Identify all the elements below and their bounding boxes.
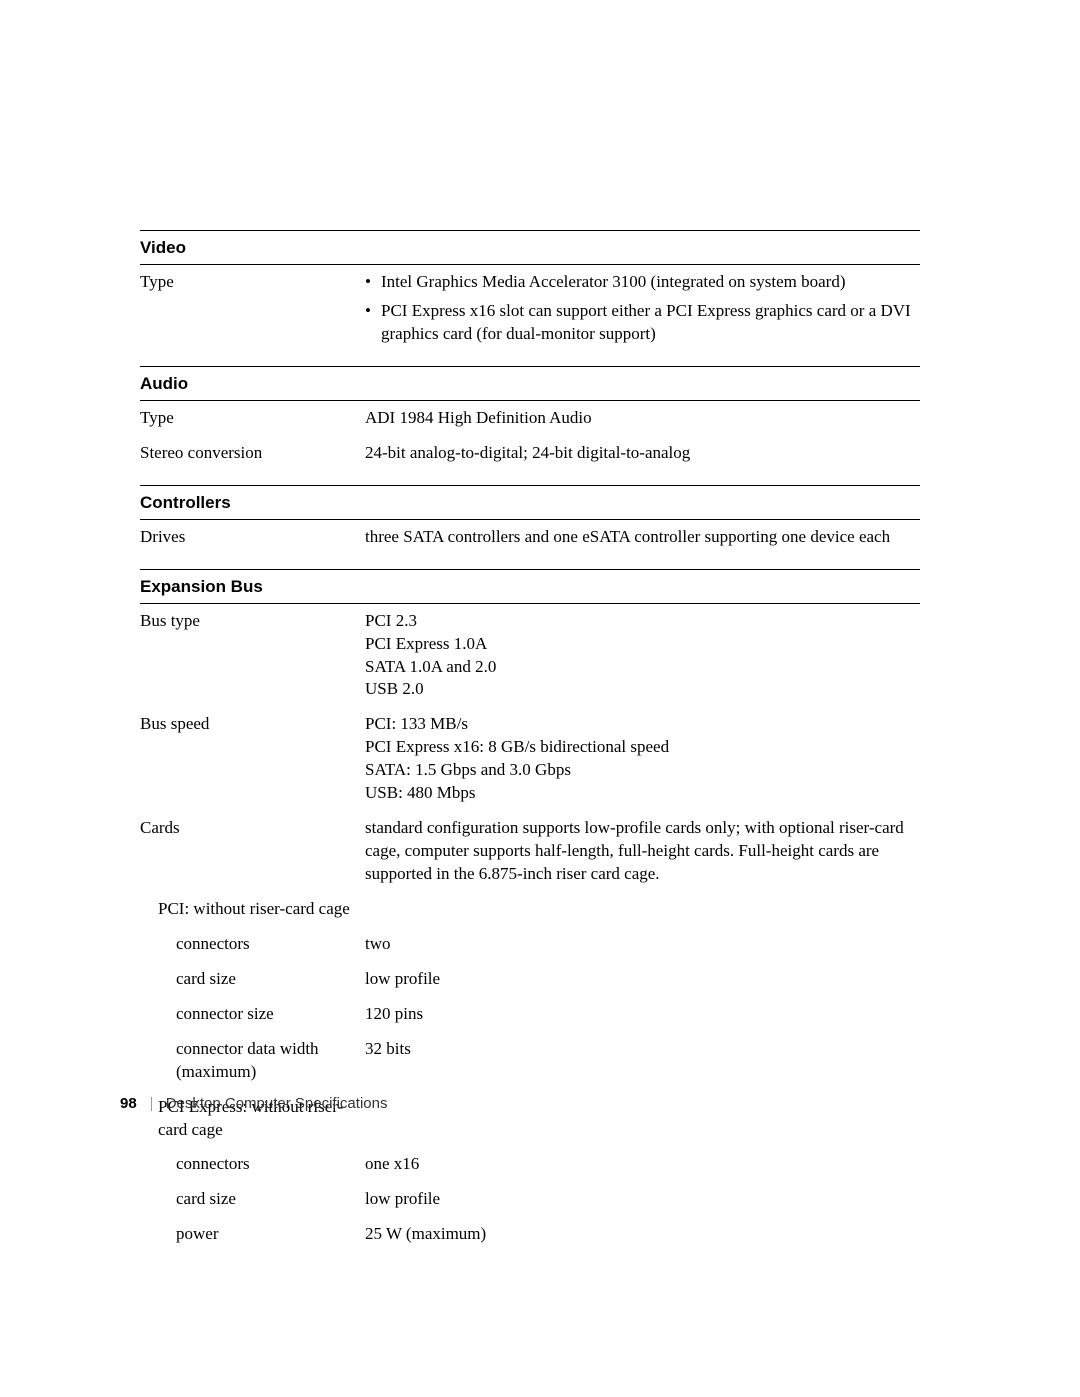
video-type-bullets: Intel Graphics Media Accelerator 3100 (i… [365,271,920,346]
row-audio-type: Type ADI 1984 High Definition Audio [140,401,920,436]
label-pci-data-width: connector data width (maximum) [140,1038,365,1084]
value-pcie-power: 25 W (maximum) [365,1223,920,1246]
bus-speed-line-3: SATA: 1.5 Gbps and 3.0 Gbps [365,759,920,782]
label-bus-speed: Bus speed [140,713,365,805]
value-pcie-no-riser [365,1096,920,1142]
bus-type-line-3: SATA 1.0A and 2.0 [365,656,920,679]
footer-title: Desktop Computer Specifications [166,1095,388,1112]
bus-speed-line-2: PCI Express x16: 8 GB/s bidirectional sp… [365,736,920,759]
label-controllers-drives: Drives [140,526,365,549]
section-header-expansion: Expansion Bus [140,569,920,604]
value-bus-type: PCI 2.3 PCI Express 1.0A SATA 1.0A and 2… [365,610,920,702]
row-bus-speed: Bus speed PCI: 133 MB/s PCI Express x16:… [140,707,920,811]
value-pcie-connectors: one x16 [365,1153,920,1176]
value-audio-stereo: 24-bit analog-to-digital; 24-bit digital… [365,442,920,465]
value-pci-connectors: two [365,933,920,956]
label-pci-connector-size: connector size [140,1003,365,1026]
value-pci-connector-size: 120 pins [365,1003,920,1026]
video-type-bullet-1: Intel Graphics Media Accelerator 3100 (i… [365,271,920,294]
label-pci-card-size: card size [140,968,365,991]
value-pci-data-width: 32 bits [365,1038,920,1084]
row-pci-card-size: card size low profile [140,962,920,997]
row-pci-no-riser: PCI: without riser-card cage [140,892,920,927]
label-pcie-connectors: connectors [140,1153,365,1176]
label-pci-no-riser: PCI: without riser-card cage [140,898,365,921]
label-audio-type: Type [140,407,365,430]
row-bus-type: Bus type PCI 2.3 PCI Express 1.0A SATA 1… [140,604,920,708]
value-pci-card-size: low profile [365,968,920,991]
value-pci-no-riser [365,898,920,921]
value-controllers-drives: three SATA controllers and one eSATA con… [365,526,920,549]
row-video-type: Type Intel Graphics Media Accelerator 31… [140,265,920,352]
page-number: 98 [120,1095,137,1112]
row-pcie-power: power 25 W (maximum) [140,1217,920,1252]
value-audio-type: ADI 1984 High Definition Audio [365,407,920,430]
row-pci-connectors: connectors two [140,927,920,962]
row-pcie-card-size: card size low profile [140,1182,920,1217]
section-header-controllers: Controllers [140,485,920,520]
bus-speed-line-4: USB: 480 Mbps [365,782,920,805]
label-bus-type: Bus type [140,610,365,702]
row-cards: Cards standard configuration supports lo… [140,811,920,892]
row-pcie-connectors: connectors one x16 [140,1147,920,1182]
label-cards: Cards [140,817,365,886]
row-pci-data-width: connector data width (maximum) 32 bits [140,1032,920,1090]
label-pci-connectors: connectors [140,933,365,956]
bus-type-line-2: PCI Express 1.0A [365,633,920,656]
section-header-audio: Audio [140,366,920,401]
row-audio-stereo: Stereo conversion 24-bit analog-to-digit… [140,436,920,471]
page: Video Type Intel Graphics Media Accelera… [0,0,1080,1397]
bus-type-line-4: USB 2.0 [365,678,920,701]
bus-speed-line-1: PCI: 133 MB/s [365,713,920,736]
value-bus-speed: PCI: 133 MB/s PCI Express x16: 8 GB/s bi… [365,713,920,805]
label-pcie-card-size: card size [140,1188,365,1211]
bus-type-line-1: PCI 2.3 [365,610,920,633]
label-video-type: Type [140,271,365,346]
label-audio-stereo: Stereo conversion [140,442,365,465]
video-type-bullet-2: PCI Express x16 slot can support either … [365,300,920,346]
value-pcie-card-size: low profile [365,1188,920,1211]
section-header-video: Video [140,230,920,265]
value-video-type: Intel Graphics Media Accelerator 3100 (i… [365,271,920,346]
row-pci-connector-size: connector size 120 pins [140,997,920,1032]
page-footer: 98 Desktop Computer Specifications [120,1095,387,1112]
row-controllers-drives: Drives three SATA controllers and one eS… [140,520,920,555]
value-cards: standard configuration supports low-prof… [365,817,920,886]
label-pcie-power: power [140,1223,365,1246]
footer-divider [151,1097,152,1111]
